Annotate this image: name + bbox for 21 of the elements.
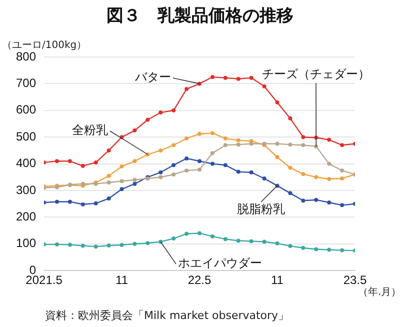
text: 資料：欧州委員会「Milk market observatory」 xyxy=(45,308,290,323)
text: チーズ（チェダー） xyxy=(262,67,370,82)
series-label: バター xyxy=(134,70,171,84)
y-tick-label: 400 xyxy=(16,156,36,170)
y-tick-label: 100 xyxy=(16,236,36,250)
x-tick-label: 11 xyxy=(116,273,128,288)
x-tick-label: 11 xyxy=(271,273,284,288)
series-label: ホエイパウダー xyxy=(178,256,262,270)
y-tick-label: 500 xyxy=(16,129,36,144)
x-tick-label: 23.5 xyxy=(343,273,367,288)
y-tick-label: 300 xyxy=(16,182,36,197)
y-tick-label: 600 xyxy=(16,102,36,117)
y-tick-label: 700 xyxy=(16,76,36,90)
y-tick-label: 800 xyxy=(16,49,36,64)
x-tick-label: 22.5 xyxy=(188,273,212,288)
chart-title: 図３ 乳製品価格の推移 xyxy=(106,5,294,27)
x-axis-title: （年.月） xyxy=(358,286,400,299)
series-label: 脱脂粉乳 xyxy=(237,202,285,216)
y-axis-title: （ユーロ/100kg） xyxy=(2,39,87,52)
text: 全粉乳 xyxy=(72,123,108,138)
y-tick-label: 200 xyxy=(16,210,36,224)
